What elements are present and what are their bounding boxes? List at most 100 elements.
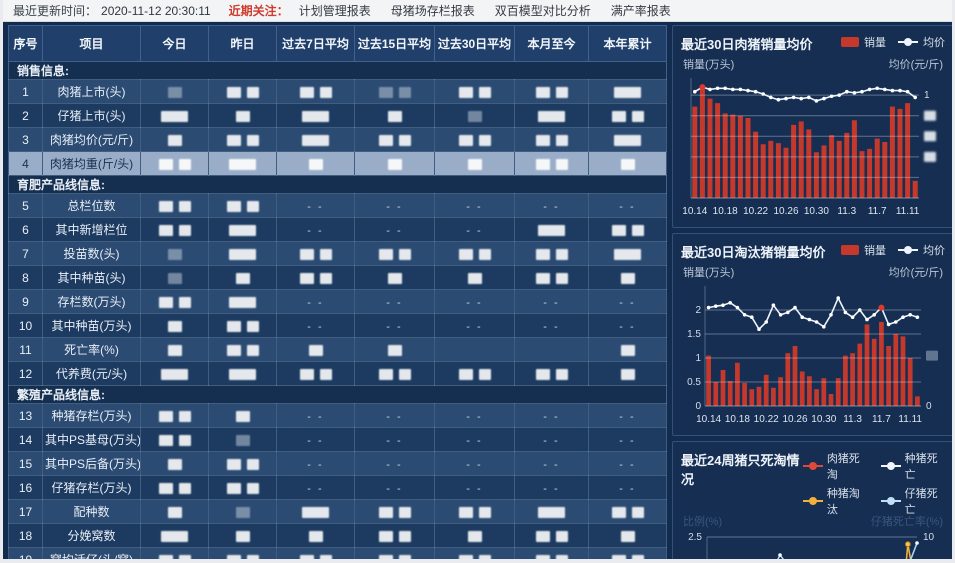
redacted-value [398, 506, 411, 518]
table-row-9[interactable]: 9 存栏数(万头) - - - - - - - - - - [8, 289, 667, 314]
table-row-4[interactable]: 4 肉猪均重(斤/头) [8, 151, 667, 176]
dash-value: - - [619, 482, 636, 495]
value-cell: - - [514, 427, 589, 452]
bar [760, 144, 766, 198]
value-cell [140, 337, 209, 362]
value-cell [514, 127, 589, 152]
column-header-7: 本月至今 [514, 25, 589, 62]
chart2-right-axis-label: 均价(元/斤) [888, 267, 943, 279]
redacted-value [538, 506, 565, 518]
dash-value: - - [466, 482, 483, 495]
redacted-value [246, 134, 259, 146]
table-row-12[interactable]: 12 代养费(元/头) [8, 361, 667, 386]
redacted-value [229, 224, 256, 236]
legend-line-dot-icon [881, 496, 902, 506]
table-row-5[interactable]: 5 总栏位数 - - - - - - - - - - [8, 193, 667, 218]
table-row-19[interactable]: 19 窝均活仔(头/窝) [8, 547, 667, 559]
table-row-16[interactable]: 16 仔猪存栏(万头) - - - - - - - - - - [8, 475, 667, 500]
legend-item-销量[interactable]: 销量 [841, 34, 886, 50]
redacted-value [235, 506, 250, 518]
row-index: 17 [8, 499, 43, 524]
redacted-value [167, 134, 182, 146]
legend-label: 种猪淘汰 [826, 488, 860, 516]
value-cell: - - [588, 427, 667, 452]
table-row-10[interactable]: 10 其中种苗(万头) - - - - - - - - - - [8, 313, 667, 338]
row-index: 5 [8, 193, 43, 218]
dash-value: - - [307, 410, 324, 423]
dash-value: - - [543, 296, 560, 309]
value-cell: - - [276, 403, 355, 428]
row-label: 其中种苗(万头) [42, 313, 141, 338]
table-row-14[interactable]: 14 其中PS基母(万头) - - - - - - - - - - [8, 427, 667, 452]
chart3-title: 最近24周猪只死淘情况 [681, 453, 800, 487]
value-cell [276, 127, 355, 152]
bar [720, 370, 726, 406]
table-row-13[interactable]: 13 种猪存栏(万头) - - - - - - - - - - [8, 403, 667, 428]
row-index: 7 [8, 241, 43, 266]
legend-item-均价[interactable]: 均价 [898, 242, 945, 258]
table-row-2[interactable]: 2 仔猪上市(头) [8, 103, 667, 128]
value-cell [140, 523, 209, 548]
table-row-17[interactable]: 17 配种数 [8, 499, 667, 524]
dash-value: - - [619, 200, 636, 213]
bar [912, 180, 918, 198]
bar [814, 389, 819, 406]
column-header-4: 过去7日平均 [276, 25, 355, 62]
redacted-value [378, 530, 393, 542]
value-cell: - - [276, 193, 355, 218]
table-row-15[interactable]: 15 其中PS后备(万头) - - - - - - - - - - [8, 451, 667, 476]
svg-text:10.22: 10.22 [754, 414, 779, 425]
chart2-canvas[interactable]: 2 1.5 1 0.5 0 0 10.14 10.18 10.22 10.26 10.30 11.3 1… [681, 280, 945, 428]
legend-item-肉猪死淘[interactable]: 肉猪死淘 [803, 450, 867, 482]
link-capacity-report[interactable]: 满产率报表 [610, 4, 671, 18]
value-cell: - - [434, 313, 515, 338]
redacted-value [478, 86, 491, 98]
dash-value: - - [543, 200, 560, 213]
link-sow-farm-report[interactable]: 母猪场存栏报表 [390, 4, 475, 18]
legend-item-种猪死亡[interactable]: 种猪死亡 [881, 450, 945, 482]
value-cell [434, 151, 515, 176]
legend-item-种猪淘汰[interactable]: 种猪淘汰 [803, 485, 867, 517]
table-row-18[interactable]: 18 分娩窝数 [8, 523, 667, 548]
redacted-value [378, 506, 393, 518]
table-row-7[interactable]: 7 投苗数(头) [8, 241, 667, 266]
value-cell [354, 127, 435, 152]
bar [775, 143, 781, 198]
value-cell [434, 337, 515, 362]
table-row-1[interactable]: 1 肉猪上市(头) [8, 79, 667, 104]
bar [798, 121, 804, 198]
row-index: 9 [8, 289, 43, 314]
bar [753, 131, 759, 198]
dash-value: - - [386, 482, 403, 495]
table-row-8[interactable]: 8 其中种苗(头) [8, 265, 667, 290]
value-cell: - - [276, 427, 355, 452]
bar [907, 358, 913, 406]
legend-item-均价[interactable]: 均价 [898, 34, 945, 50]
dash-value: - - [619, 458, 636, 471]
table-row-11[interactable]: 11 死亡率(%) [8, 337, 667, 362]
legend-item-销量[interactable]: 销量 [841, 242, 886, 258]
link-plan-report[interactable]: 计划管理报表 [298, 4, 371, 18]
chart1-canvas[interactable]: 1 10.14 10.18 10.22 10.26 10.30 11.3 11.7 11.11 [681, 72, 945, 220]
value-cell [588, 523, 667, 548]
link-model-compare-report[interactable]: 双百模型对比分析 [494, 4, 591, 18]
redacted-value [467, 158, 482, 170]
bar [799, 371, 805, 406]
value-cell [140, 361, 209, 386]
legend-item-仔猪死亡[interactable]: 仔猪死亡 [881, 485, 945, 517]
row-label: 其中种苗(头) [42, 265, 141, 290]
table-row-3[interactable]: 3 肉猪均价(元/斤) [8, 127, 667, 152]
bar [742, 382, 747, 406]
chart3-canvas[interactable]: 2.521.51086 [681, 529, 945, 563]
redacted-value [611, 224, 626, 236]
svg-text:11.11: 11.11 [896, 206, 920, 217]
redacted-value [302, 506, 329, 518]
value-cell: - - [434, 217, 515, 242]
value-cell [354, 265, 435, 290]
value-cell: - - [434, 451, 515, 476]
row-index: 19 [8, 547, 43, 559]
table-row-6[interactable]: 6 其中新增栏位 - - - - - - [8, 217, 667, 242]
legend-bar-swatch-icon [841, 245, 859, 255]
bar [905, 103, 911, 198]
